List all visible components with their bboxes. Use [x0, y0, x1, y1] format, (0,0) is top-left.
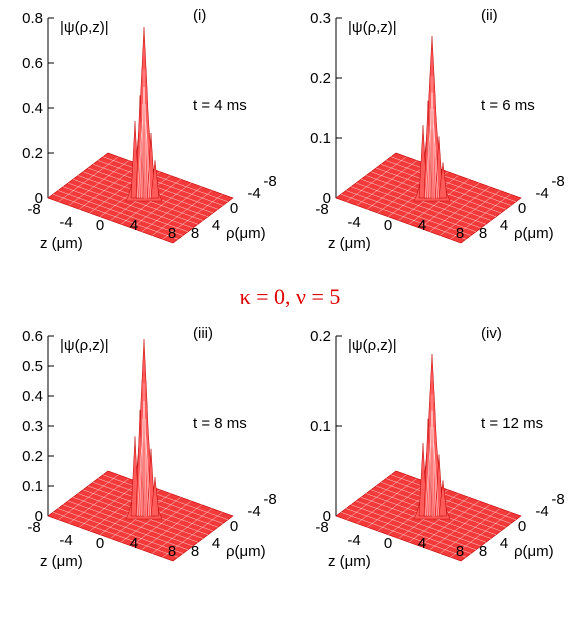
x-tick-label: -8 — [315, 201, 328, 218]
y-axis-title: ρ(μm) — [514, 225, 554, 242]
y-axis-title: ρ(μm) — [514, 543, 554, 560]
y-tick-label: 0 — [518, 200, 526, 217]
z-tick-label: 0.1 — [310, 418, 331, 435]
surface-panel: 00.20.40.60.8|ψ(ρ,z)|(i)t = 4 ms-8-4 0 4 8z… — [22, 7, 277, 252]
x-axis-title: z (μm) — [40, 553, 83, 570]
time-annotation: t = 4 ms — [193, 97, 247, 114]
time-annotation: t = 6 ms — [481, 97, 535, 114]
x-tick-label: 0 — [384, 217, 392, 234]
y-tick-label: -8 — [551, 173, 564, 190]
y-tick-label: 8 — [479, 543, 487, 560]
z-tick-label: 0.2 — [22, 448, 43, 465]
y-tick-label: -4 — [247, 503, 260, 520]
panel-label: (ii) — [481, 7, 498, 24]
z-tick-label: 0.6 — [22, 328, 43, 345]
surface-peak — [125, 26, 163, 202]
x-tick-label: -4 — [59, 532, 72, 549]
surface-panel: 00.10.20.3|ψ(ρ,z)|(ii)t = 6 ms-8-4 0 4 8z (… — [310, 7, 565, 252]
x-axis-title: z (μm) — [328, 553, 371, 570]
x-tick-label: -4 — [347, 532, 360, 549]
z-tick-label: 0 — [323, 190, 331, 207]
x-axis-title: z (μm) — [328, 235, 371, 252]
x-tick-label: 8 — [456, 225, 464, 242]
x-tick-label: 4 — [418, 535, 426, 552]
surface-panel: 0 0.1 0.2 0.3 0.4 0.5 0.6 |ψ(ρ,z)| (iii) t = 8 ms… — [22, 325, 277, 570]
y-tick-label: 4 — [500, 535, 508, 552]
y-tick-label: 4 — [500, 217, 508, 234]
z-axis-title: |ψ(ρ,z)| — [348, 19, 397, 36]
y-tick-label: 8 — [191, 543, 199, 560]
x-tick-label: -4 — [59, 214, 72, 231]
y-tick-label: 0 — [230, 518, 238, 535]
surface-peak — [413, 353, 451, 520]
y-tick-label: 8 — [479, 225, 487, 242]
z-tick-label: 0.4 — [22, 388, 43, 405]
z-axis-title: |ψ(ρ,z)| — [60, 19, 109, 36]
z-tick-label: 0.4 — [22, 100, 43, 117]
x-tick-label: -4 — [347, 214, 360, 231]
panel-label: (iv) — [481, 325, 502, 342]
z-tick-label: 0.5 — [22, 358, 43, 375]
y-tick-label: -8 — [263, 173, 276, 190]
x-tick-label: 0 — [96, 217, 104, 234]
z-tick-label: 0.2 — [310, 328, 331, 345]
z-tick-label: 0 — [323, 508, 331, 525]
x-tick-label: 0 — [384, 535, 392, 552]
y-tick-label: -8 — [263, 491, 276, 508]
time-annotation: t = 8 ms — [193, 415, 247, 432]
z-tick-label: 0.3 — [22, 418, 43, 435]
x-tick-label: 8 — [168, 225, 176, 242]
y-axis-title: ρ(μm) — [226, 543, 266, 560]
figure-title: κ = 0, ν = 5 — [240, 284, 341, 309]
surface-mesh — [340, 474, 517, 558]
y-tick-label: 0 — [230, 200, 238, 217]
x-tick-label: 4 — [130, 217, 138, 234]
y-tick-label: 0 — [518, 518, 526, 535]
time-annotation: t = 12 ms — [481, 415, 543, 432]
z-tick-label: 0.1 — [22, 478, 43, 495]
surface-panel: 00.10.2|ψ(ρ,z)|(iv)t = 12 ms-8-4 0 4 8z (μm… — [310, 325, 565, 570]
surface-peak — [125, 338, 163, 520]
z-tick-label: 0.8 — [22, 10, 43, 27]
surface-mesh — [340, 156, 517, 240]
z-tick-label: 0.3 — [310, 10, 331, 27]
x-tick-label: -8 — [27, 201, 40, 218]
x-tick-label: 4 — [130, 535, 138, 552]
panels: 00.20.40.60.8|ψ(ρ,z)|(i)t = 4 ms-8-4 0 4 8z… — [22, 7, 565, 570]
z-tick-label: 0.2 — [310, 70, 331, 87]
y-tick-label: -4 — [535, 503, 548, 520]
panel-label: (i) — [193, 7, 206, 24]
y-axis-title: ρ(μm) — [226, 225, 266, 242]
x-tick-label: -8 — [315, 519, 328, 536]
y-tick-label: -4 — [247, 185, 260, 202]
z-tick-label: 0 — [35, 508, 43, 525]
x-tick-label: 0 — [96, 535, 104, 552]
z-tick-label: 0.1 — [310, 130, 331, 147]
x-tick-label: 8 — [456, 543, 464, 560]
y-tick-label: -8 — [551, 491, 564, 508]
z-axis-title: |ψ(ρ,z)| — [60, 337, 109, 354]
y-tick-label: 4 — [212, 535, 220, 552]
x-axis-title: z (μm) — [40, 235, 83, 252]
x-tick-label: 8 — [168, 543, 176, 560]
z-tick-label: 0.6 — [22, 55, 43, 72]
z-tick-label: 0.2 — [22, 145, 43, 162]
z-tick-label: 0 — [35, 190, 43, 207]
panel-label: (iii) — [193, 325, 213, 342]
surface-peak — [413, 35, 451, 202]
y-tick-label: 8 — [191, 225, 199, 242]
x-tick-label: -8 — [27, 519, 40, 536]
y-tick-label: 4 — [212, 217, 220, 234]
z-axis-title: |ψ(ρ,z)| — [348, 337, 397, 354]
y-tick-label: -4 — [535, 185, 548, 202]
x-tick-label: 4 — [418, 217, 426, 234]
